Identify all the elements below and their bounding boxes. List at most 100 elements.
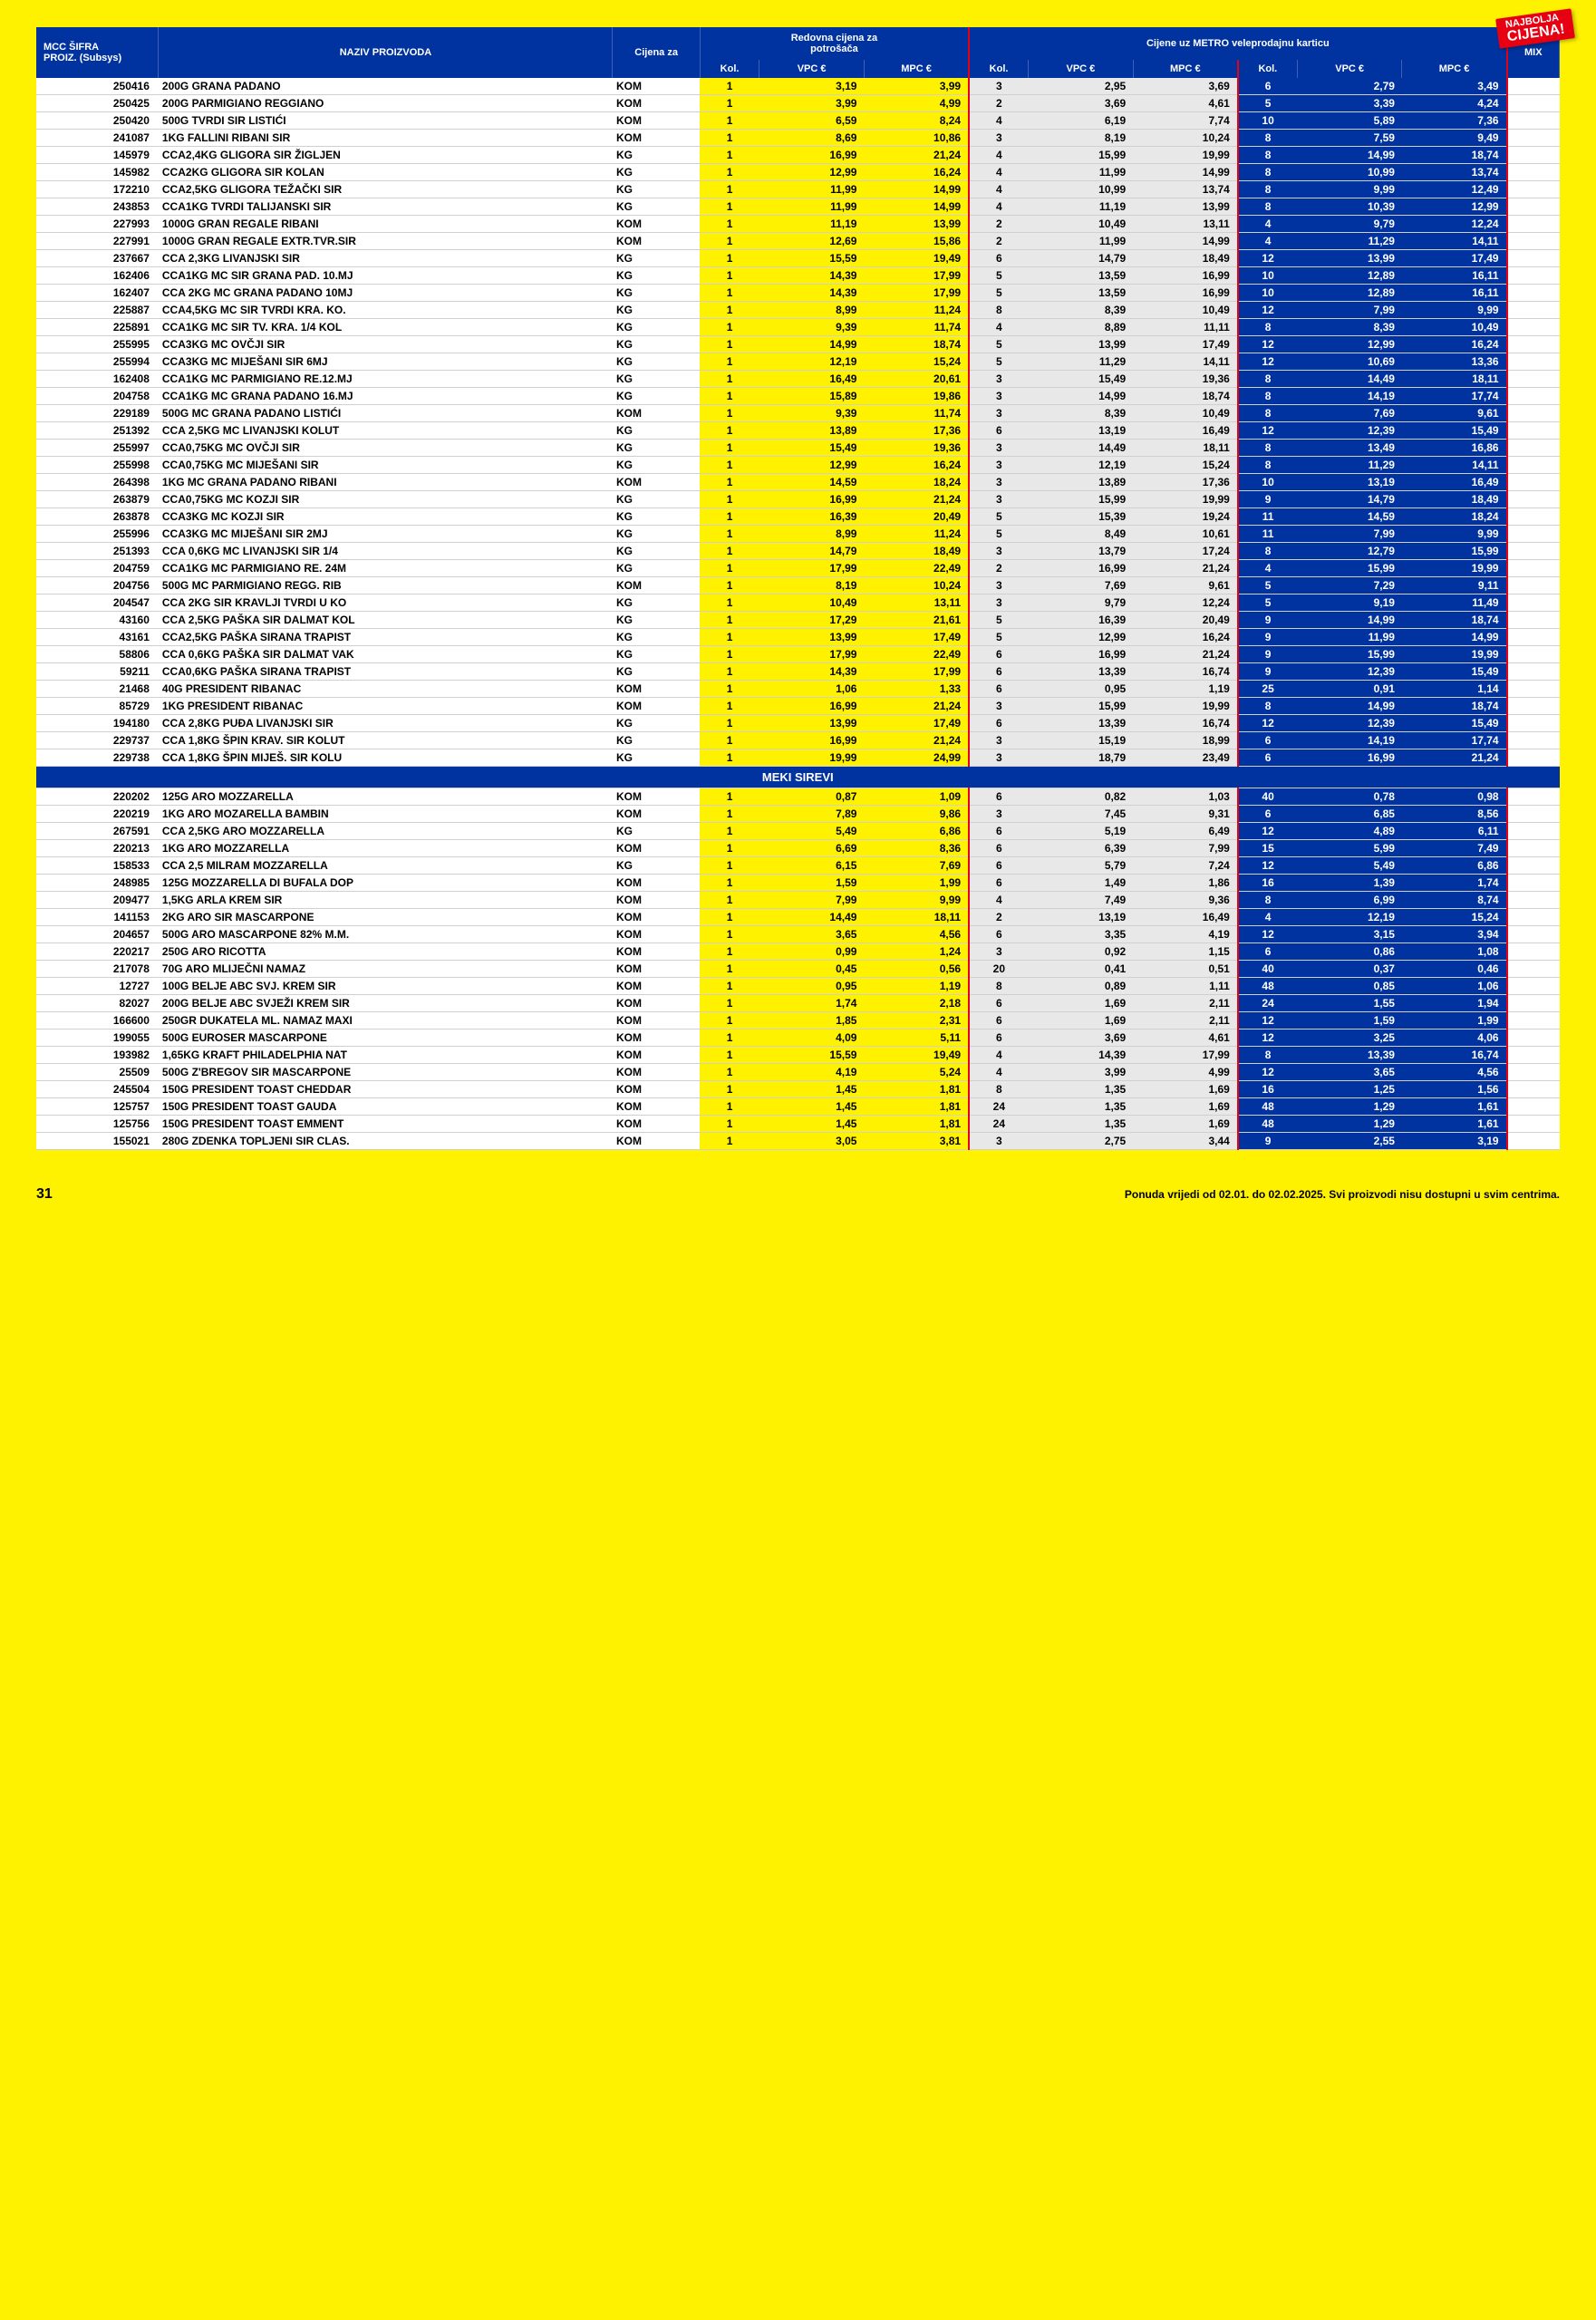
- cell-kol2: 6: [969, 681, 1029, 698]
- cell-vpc3: 4,89: [1297, 823, 1402, 840]
- cell-vpc2: 0,41: [1029, 961, 1134, 978]
- cell-mpc1: 1,09: [864, 788, 969, 806]
- cell-mpc2: 7,99: [1133, 840, 1238, 857]
- cell-vpc2: 12,19: [1029, 457, 1134, 474]
- cell-vpc1: 6,69: [759, 840, 865, 857]
- cell-kol1: 1: [700, 353, 759, 371]
- cell-mpc1: 10,86: [864, 130, 969, 147]
- cell-kol3: 8: [1238, 698, 1298, 715]
- cell-mpc2: 21,24: [1133, 646, 1238, 663]
- cell-mpc2: 2,11: [1133, 995, 1238, 1012]
- table-row: 155021280G ZDENKA TOPLJENI SIR CLAS.KOM1…: [36, 1133, 1560, 1150]
- cell-mpc3: 15,49: [1402, 715, 1507, 732]
- cell-unit: KG: [613, 491, 700, 508]
- cell-kol1: 1: [700, 823, 759, 840]
- cell-mix: [1507, 806, 1560, 823]
- cell-vpc3: 1,29: [1297, 1098, 1402, 1116]
- cell-mpc1: 1,81: [864, 1116, 969, 1133]
- cell-sifra: 166600: [36, 1012, 159, 1030]
- cell-mpc1: 1,33: [864, 681, 969, 698]
- cell-mpc3: 12,99: [1402, 198, 1507, 216]
- cell-kol1: 1: [700, 1064, 759, 1081]
- cell-kol3: 12: [1238, 926, 1298, 943]
- cell-kol1: 1: [700, 164, 759, 181]
- cell-mpc3: 18,49: [1402, 491, 1507, 508]
- cell-mpc3: 1,14: [1402, 681, 1507, 698]
- cell-mpc2: 4,61: [1133, 1030, 1238, 1047]
- cell-sifra: 82027: [36, 995, 159, 1012]
- cell-mpc3: 13,74: [1402, 164, 1507, 181]
- cell-vpc2: 11,19: [1029, 198, 1134, 216]
- cell-vpc3: 3,65: [1297, 1064, 1402, 1081]
- cell-mix: [1507, 95, 1560, 112]
- cell-mpc3: 1,06: [1402, 978, 1507, 995]
- cell-vpc2: 14,49: [1029, 440, 1134, 457]
- cell-mix: [1507, 164, 1560, 181]
- cell-kol3: 9: [1238, 629, 1298, 646]
- table-row: 158533CCA 2,5 MILRAM MOZZARELLAKG16,157,…: [36, 857, 1560, 875]
- cell-sifra: 229738: [36, 749, 159, 767]
- cell-vpc3: 9,99: [1297, 181, 1402, 198]
- cell-kol3: 48: [1238, 978, 1298, 995]
- cell-vpc1: 15,89: [759, 388, 865, 405]
- cell-vpc3: 13,99: [1297, 250, 1402, 267]
- cell-vpc2: 8,89: [1029, 319, 1134, 336]
- cell-vpc1: 14,39: [759, 663, 865, 681]
- cell-vpc2: 0,89: [1029, 978, 1134, 995]
- table-row: 25509500G Z'BREGOV SIR MASCARPONEKOM14,1…: [36, 1064, 1560, 1081]
- cell-mpc2: 23,49: [1133, 749, 1238, 767]
- cell-vpc2: 6,19: [1029, 112, 1134, 130]
- table-row: 82027200G BELJE ABC SVJEŽI KREM SIRKOM11…: [36, 995, 1560, 1012]
- cell-mpc1: 3,99: [864, 78, 969, 95]
- cell-sifra: 267591: [36, 823, 159, 840]
- cell-mix: [1507, 319, 1560, 336]
- cell-vpc1: 17,99: [759, 560, 865, 577]
- cell-vpc1: 14,99: [759, 336, 865, 353]
- cell-sifra: 220219: [36, 806, 159, 823]
- cell-kol1: 1: [700, 285, 759, 302]
- cell-mpc3: 19,99: [1402, 646, 1507, 663]
- cell-unit: KG: [613, 857, 700, 875]
- cell-kol3: 9: [1238, 646, 1298, 663]
- cell-vpc2: 6,39: [1029, 840, 1134, 857]
- table-row: 267591CCA 2,5KG ARO MOZZARELLAKG15,496,8…: [36, 823, 1560, 840]
- cell-mpc1: 18,11: [864, 909, 969, 926]
- cell-vpc3: 0,37: [1297, 961, 1402, 978]
- cell-kol2: 5: [969, 285, 1029, 302]
- cell-unit: KG: [613, 594, 700, 612]
- cell-vpc2: 12,99: [1029, 629, 1134, 646]
- cell-unit: KG: [613, 422, 700, 440]
- cell-vpc1: 16,99: [759, 732, 865, 749]
- cell-vpc2: 15,19: [1029, 732, 1134, 749]
- cell-mpc1: 11,74: [864, 319, 969, 336]
- cell-vpc1: 8,19: [759, 577, 865, 594]
- cell-kol2: 20: [969, 961, 1029, 978]
- cell-unit: KG: [613, 629, 700, 646]
- cell-unit: KOM: [613, 1030, 700, 1047]
- cell-kol3: 40: [1238, 961, 1298, 978]
- cell-vpc3: 7,99: [1297, 526, 1402, 543]
- cell-unit: KOM: [613, 1047, 700, 1064]
- cell-vpc3: 10,69: [1297, 353, 1402, 371]
- cell-kol2: 6: [969, 823, 1029, 840]
- cell-kol2: 4: [969, 319, 1029, 336]
- cell-mpc1: 1,19: [864, 978, 969, 995]
- cell-mix: [1507, 840, 1560, 857]
- cell-mpc1: 10,24: [864, 577, 969, 594]
- cell-vpc2: 16,99: [1029, 646, 1134, 663]
- cell-kol2: 3: [969, 577, 1029, 594]
- cell-kol3: 4: [1238, 216, 1298, 233]
- cell-kol2: 2: [969, 233, 1029, 250]
- cell-naziv: CCA 1,8KG ŠPIN MIJEŠ. SIR KOLU: [159, 749, 613, 767]
- cell-mpc1: 1,24: [864, 943, 969, 961]
- cell-naziv: 1000G GRAN REGALE RIBANI: [159, 216, 613, 233]
- cell-unit: KOM: [613, 577, 700, 594]
- cell-mpc1: 22,49: [864, 646, 969, 663]
- cell-kol3: 8: [1238, 319, 1298, 336]
- cell-kol1: 1: [700, 594, 759, 612]
- cell-vpc2: 7,69: [1029, 577, 1134, 594]
- cell-kol3: 10: [1238, 267, 1298, 285]
- cell-naziv: CCA3KG MC KOZJI SIR: [159, 508, 613, 526]
- cell-kol3: 8: [1238, 388, 1298, 405]
- cell-mpc3: 19,99: [1402, 560, 1507, 577]
